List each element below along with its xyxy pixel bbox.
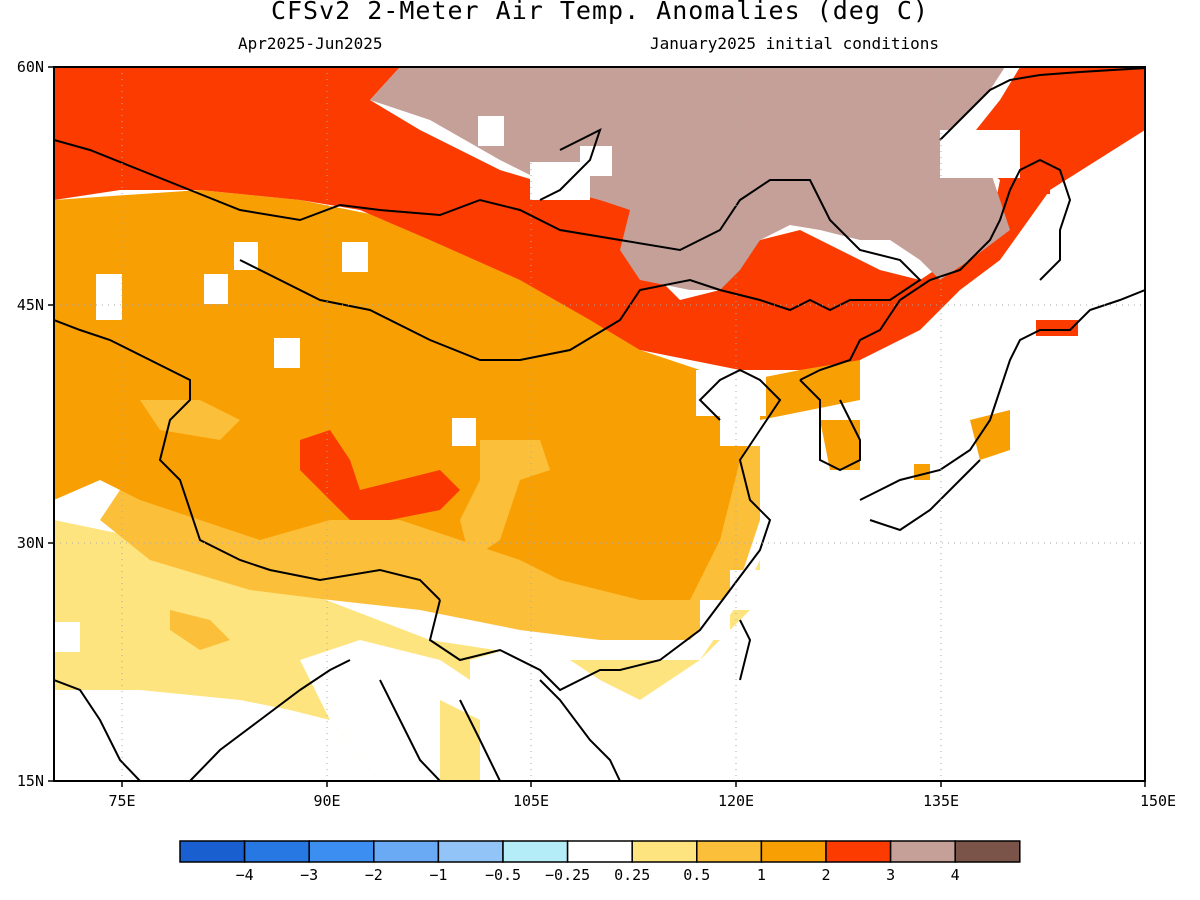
anomaly-field [54,67,1145,781]
colorbar-swatch [502,840,569,863]
chart-title: CFSv2 2-Meter Air Temp. Anomalies (deg C… [270,0,930,25]
colorbar-label: 3 [886,866,895,884]
anomaly-band-2-3 [54,67,1145,370]
colorbar-swatch [889,840,956,863]
lat-label-15n: 15N [17,772,44,790]
colorbar-label: 1 [757,866,766,884]
colorbar-swatch [179,840,246,863]
colorbar-label: 4 [951,866,960,884]
lat-label-45n: 45N [17,296,44,314]
map-frame [53,66,1146,782]
colorbar-label: 0.5 [683,866,710,884]
coastlines-borders [54,67,1145,781]
colorbar-swatch [760,840,827,863]
graticule [54,67,1145,781]
lat-label-60n: 60N [17,58,44,76]
colorbar-label: −0.25 [545,866,590,884]
colorbar-label: −3 [300,866,318,884]
colorbar-label: 2 [821,866,830,884]
colorbar-label: 0.25 [614,866,650,884]
colorbar-label: −2 [365,866,383,884]
anomaly-band-3-4 [370,67,1010,290]
colorbar-swatch [373,840,440,863]
colorbar-label: −1 [429,866,447,884]
colorbar-swatch [437,840,504,863]
lon-label-120e: 120E [718,792,754,810]
colorbar-swatch [566,840,633,863]
colorbar-label: −0.5 [485,866,521,884]
colorbar-swatch [308,840,375,863]
forecast-period: Apr2025-Jun2025 [238,34,383,53]
initial-conditions: January2025 initial conditions [650,34,939,53]
colorbar-swatch [954,840,1021,863]
lon-label-135e: 135E [923,792,959,810]
colorbar-swatch [631,840,698,863]
lon-label-90e: 90E [313,792,340,810]
lon-label-75e: 75E [108,792,135,810]
colorbar-swatch [243,840,310,863]
lon-label-105e: 105E [513,792,549,810]
colorbar-swatch [825,840,892,863]
colorbar: −4 −3 −2 −1 −0.5 −0.25 0.25 0.5 1 2 3 4 [179,840,1021,884]
anomaly-band-1-2 [54,190,860,600]
lon-label-150e: 150E [1140,792,1176,810]
colorbar-label: −4 [236,866,254,884]
colorbar-swatch [696,840,763,863]
lat-label-30n: 30N [17,534,44,552]
